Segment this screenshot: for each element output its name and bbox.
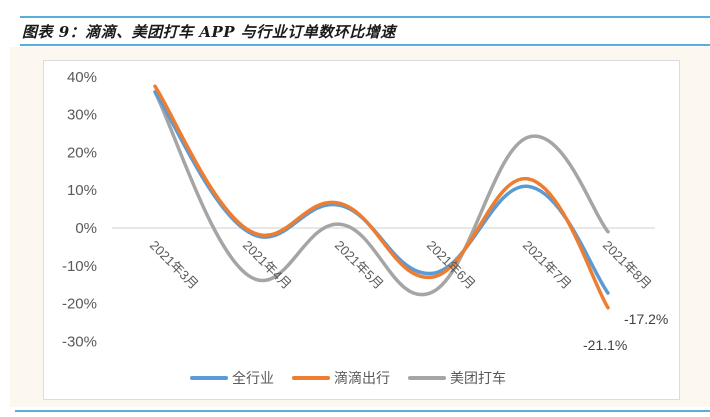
x-tick-label: 2021年3月 (147, 238, 202, 293)
legend-swatch-meituan (408, 376, 446, 380)
y-tick-label: 20% (67, 144, 97, 161)
legend-item-industry: 全行业 (190, 368, 274, 388)
legend-label-industry: 全行业 (232, 371, 274, 387)
legend-item-didi: 滴滴出行 (292, 368, 390, 388)
legend-swatch-industry (190, 376, 228, 380)
series-line-didi (153, 84, 610, 310)
y-tick-label: -30% (62, 333, 97, 350)
x-tick-label: 2021年5月 (332, 238, 387, 293)
y-tick-label: 30% (67, 107, 97, 124)
legend-swatch-didi (292, 376, 330, 380)
title-top-rule (20, 16, 710, 18)
y-tick-label: 0% (75, 220, 97, 237)
legend-item-meituan: 美团打车 (408, 368, 506, 388)
figure-title: 图表 9：滴滴、美团打车 APP 与行业订单数环比增速 (22, 23, 396, 41)
legend-label-didi: 滴滴出行 (334, 371, 390, 387)
chart-legend: 全行业 滴滴出行 美团打车 (190, 368, 506, 388)
series-lines (153, 84, 610, 310)
y-tick-label: -20% (62, 296, 97, 313)
series-line-meituan (153, 90, 610, 297)
y-tick-label: -10% (62, 258, 97, 275)
legend-label-meituan: 美团打车 (450, 371, 506, 387)
x-tick-label: 2021年8月 (600, 238, 655, 293)
figure-bottom-rule (15, 410, 710, 412)
title-bottom-rule (20, 44, 710, 46)
x-tick-label: 2021年6月 (424, 238, 479, 293)
y-tick-label: 10% (67, 182, 97, 199)
x-tick-label: 2021年7月 (520, 238, 575, 293)
data-label-didi-aug: -21.1% (583, 337, 627, 353)
y-tick-label: 40% (67, 69, 97, 86)
y-axis: 40% 30% 20% 10% 0% -10% -20% -30% (62, 69, 97, 351)
data-label-industry-aug: -17.2% (624, 311, 668, 327)
